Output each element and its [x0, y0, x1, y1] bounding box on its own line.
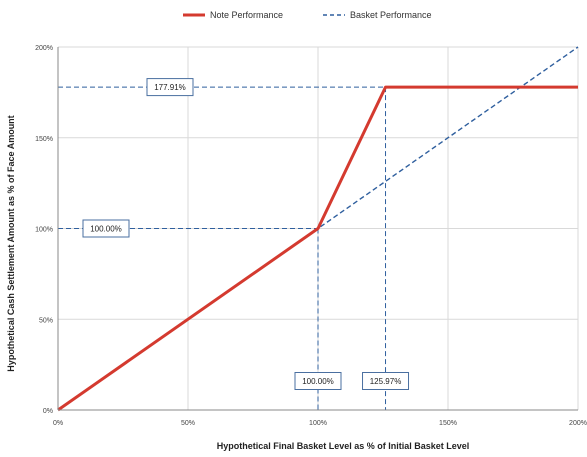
x-axis-title: Hypothetical Final Basket Level as % of …	[217, 441, 470, 451]
y-axis-title: Hypothetical Cash Settlement Amount as %…	[6, 115, 16, 371]
note-performance-line	[57, 85, 578, 412]
callout-label: 100.00%	[82, 219, 130, 238]
callout-box	[294, 372, 342, 390]
x-tick-label: 0%	[53, 420, 63, 427]
callout-box	[146, 78, 194, 97]
callout-label: 125.97%	[362, 372, 410, 390]
callout-text: 125.97%	[370, 377, 402, 386]
y-tick-label: 100%	[35, 227, 53, 234]
x-tick-label: 200%	[569, 420, 587, 427]
callout-box	[82, 219, 130, 238]
callout-text: 100.00%	[90, 225, 122, 234]
y-tick-label: 150%	[35, 136, 53, 143]
callout-label: 177.91%	[146, 78, 194, 97]
callout-text: 100.00%	[302, 377, 334, 386]
callouts: 177.91% 100.00% 100.00% 125.97%	[82, 78, 410, 390]
axes: 0% 50% 100% 150% 200% 0% 50% 100% 150% 200%	[35, 45, 587, 427]
legend-label: Note Performance	[210, 10, 283, 20]
callout-text: 177.91%	[154, 83, 186, 92]
x-tick-label: 50%	[181, 420, 195, 427]
y-tick-label: 200%	[35, 45, 53, 52]
callout-label: 100.00%	[294, 372, 342, 390]
legend-label: Basket Performance	[350, 10, 432, 20]
reference-lines	[58, 86, 387, 410]
x-tick-label: 150%	[439, 420, 457, 427]
callout-box	[362, 372, 410, 390]
y-tick-label: 50%	[39, 317, 53, 324]
x-tick-label: 100%	[309, 420, 327, 427]
y-tick-label: 0%	[43, 408, 53, 415]
legend: Note Performance Basket Performance	[183, 10, 432, 20]
series-lines	[57, 46, 579, 412]
